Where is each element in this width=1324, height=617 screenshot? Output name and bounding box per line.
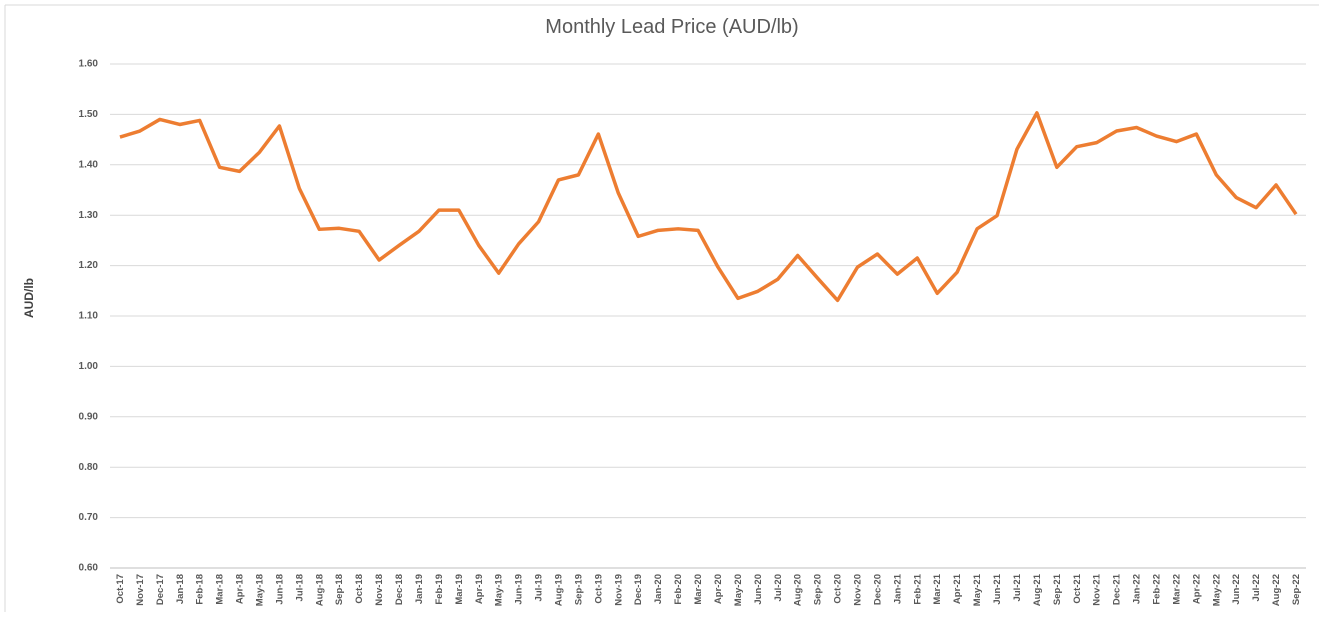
x-tick-label: Sep-18	[334, 574, 345, 605]
x-tick-label: Dec-21	[1112, 573, 1123, 605]
y-tick-label: 0.60	[79, 563, 99, 574]
x-tick-label: Dec-20	[872, 574, 883, 605]
x-tick-label: Mar-18	[215, 574, 226, 605]
y-tick-label: 0.90	[79, 411, 99, 422]
x-tick-label: May-18	[255, 574, 266, 606]
x-tick-label: Dec-17	[155, 574, 166, 605]
x-tick-label: Jul-19	[534, 574, 545, 601]
line	[119, 111, 1298, 303]
x-tick-label: Mar-20	[693, 574, 704, 605]
x-tick-label: Jul-20	[773, 574, 784, 601]
y-tick-label: 1.60	[79, 59, 99, 70]
x-tick-label: Oct-18	[354, 574, 365, 604]
x-tick-label: Aug-22	[1271, 574, 1282, 606]
x-tick-label: Aug-21	[1032, 573, 1043, 606]
x-tick-label: Nov-19	[613, 574, 624, 606]
x-tick-label: Jul-18	[294, 574, 305, 601]
x-tick-label: Aug-19	[554, 574, 565, 606]
x-tick-label: Oct-19	[593, 574, 604, 604]
x-tick-label: Apr-18	[235, 574, 246, 604]
x-tick-label: Dec-18	[394, 574, 405, 605]
y-tick-label: 1.20	[79, 260, 99, 271]
y-tick-label: 1.40	[79, 159, 99, 170]
x-tick-label: Apr-19	[474, 574, 485, 604]
x-tick-label: Jun-18	[274, 574, 285, 605]
x-tick-label: Jun-22	[1231, 574, 1242, 605]
x-tick-label: Oct-21	[1072, 573, 1083, 603]
x-tick-label: Mar-19	[454, 574, 465, 605]
x-tick-label: Jan-20	[653, 574, 664, 604]
x-tick-label: Feb-21	[912, 573, 923, 604]
x-tick-label: Oct-20	[833, 574, 844, 604]
x-tick-label: Aug-20	[793, 574, 804, 606]
x-tick-label: Jun-20	[753, 574, 764, 605]
x-tick-label: Nov-21	[1092, 573, 1103, 605]
x-tick-label: May-21	[972, 573, 983, 606]
x-tick-label: Jan-19	[414, 574, 425, 604]
x-tick-label: Feb-19	[434, 574, 445, 605]
x-tick-label: Jul-21	[1012, 573, 1023, 601]
y-tick-label: 0.70	[79, 512, 99, 523]
x-tick-label: Feb-20	[673, 574, 684, 605]
y-tick-label: 1.30	[79, 210, 99, 221]
x-tick-label: Nov-20	[853, 574, 864, 606]
x-tick-label: Jul-22	[1251, 574, 1262, 601]
x-tick-label: Apr-20	[713, 574, 724, 604]
x-tick-label: Mar-22	[1171, 574, 1182, 605]
x-tick-label: May-19	[494, 574, 505, 606]
x-tick-label: Oct-17	[115, 574, 126, 604]
x-tick-label: Aug-18	[314, 574, 325, 606]
x-tick-label: Jan-22	[1132, 574, 1143, 604]
y-tick-label: 0.80	[79, 462, 99, 473]
y-tick-label: 1.10	[79, 311, 99, 322]
x-tick-label: May-20	[733, 574, 744, 606]
x-tick-label: Apr-22	[1191, 574, 1202, 604]
x-tick-label: Sep-19	[573, 574, 584, 605]
chart-title: Monthly Lead Price (AUD/lb)	[545, 16, 798, 38]
x-tick-label: Sep-20	[813, 574, 824, 605]
y-tick-label: 1.50	[79, 109, 99, 120]
x-tick-label: Mar-21	[932, 573, 943, 604]
x-tick-label: Jan-18	[175, 574, 186, 604]
x-tick-label: Jun-19	[514, 574, 525, 605]
x-tick-label: May-22	[1211, 574, 1222, 606]
x-tick-label: Dec-19	[633, 574, 644, 605]
x-tick-label: Jun-21	[992, 573, 1003, 604]
x-tick-label: Apr-21	[952, 573, 963, 604]
y-axis-label: AUD/lb	[22, 278, 36, 318]
x-tick-label: Feb-22	[1152, 574, 1163, 605]
y-tick-label: 1.00	[79, 361, 99, 372]
x-tick-label: Nov-18	[374, 574, 385, 606]
x-tick-label: Sep-21	[1052, 573, 1063, 605]
x-tick-label: Feb-18	[195, 574, 206, 605]
x-tick-label: Nov-17	[135, 574, 146, 606]
x-tick-label: Jan-21	[892, 573, 903, 604]
x-tick-label: Sep-22	[1291, 574, 1302, 605]
